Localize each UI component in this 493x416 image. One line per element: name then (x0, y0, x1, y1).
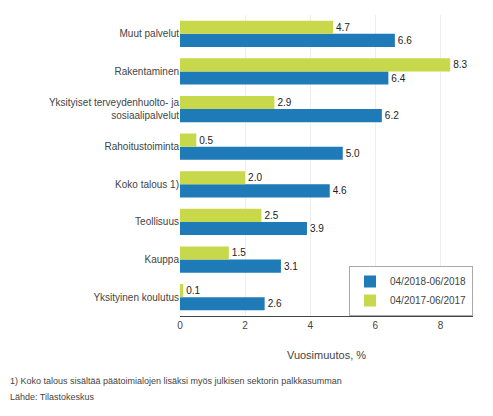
svg-text:Rakentaminen: Rakentaminen (115, 66, 179, 77)
svg-text:2.9: 2.9 (277, 97, 291, 108)
svg-text:Koko talous 1): Koko talous 1) (115, 179, 179, 190)
svg-text:2.5: 2.5 (264, 210, 278, 221)
svg-text:3.1: 3.1 (284, 261, 298, 272)
svg-text:Kauppa: Kauppa (145, 254, 180, 265)
svg-text:04/2017-06/2017: 04/2017-06/2017 (390, 295, 466, 306)
svg-text:2.6: 2.6 (268, 298, 282, 309)
svg-text:3.9: 3.9 (310, 223, 324, 234)
svg-text:2.0: 2.0 (248, 172, 262, 183)
svg-text:1) Koko talous sisältää päätoi: 1) Koko talous sisältää päätoimialojen l… (10, 376, 342, 386)
svg-text:6: 6 (373, 320, 379, 331)
svg-text:Muut palvelut: Muut palvelut (120, 28, 180, 39)
svg-text:Yksityiset terveydenhuolto- ja: Yksityiset terveydenhuolto- jasosiaalipa… (49, 97, 180, 121)
svg-text:Yksityinen koulutus: Yksityinen koulutus (93, 292, 179, 303)
svg-text:04/2018-06/2018: 04/2018-06/2018 (390, 276, 466, 287)
svg-text:Lähde: Tilastokeskus: Lähde: Tilastokeskus (10, 392, 95, 402)
svg-text:Rahoitustoiminta: Rahoitustoiminta (105, 141, 180, 152)
svg-text:4.7: 4.7 (336, 22, 350, 33)
svg-text:Teollisuus: Teollisuus (135, 216, 179, 227)
svg-text:0.5: 0.5 (199, 135, 213, 146)
svg-text:2: 2 (242, 320, 248, 331)
svg-text:1.5: 1.5 (232, 247, 246, 258)
svg-text:4.6: 4.6 (333, 185, 347, 196)
svg-text:0: 0 (177, 320, 183, 331)
svg-text:6.6: 6.6 (398, 35, 412, 46)
svg-text:8.3: 8.3 (453, 59, 467, 70)
svg-text:6.4: 6.4 (391, 73, 405, 84)
svg-text:8: 8 (438, 320, 444, 331)
svg-text:5.0: 5.0 (346, 148, 360, 159)
svg-text:0.1: 0.1 (186, 285, 200, 296)
svg-text:Vuosimuutos, %: Vuosimuutos, % (287, 349, 366, 361)
svg-text:6.2: 6.2 (385, 110, 399, 121)
svg-text:4: 4 (307, 320, 313, 331)
